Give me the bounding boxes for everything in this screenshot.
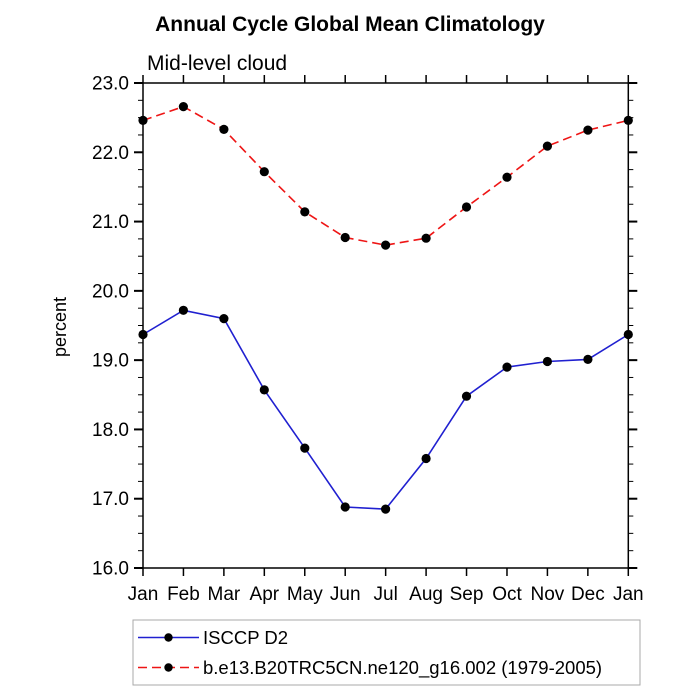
data-point-s1-Jun [340,232,350,243]
data-point-s0-Sep [461,391,472,401]
data-point-s1-Aug [421,233,431,243]
data-point-s0-Oct [502,362,512,372]
x-axis-tick-label: Apr [250,584,280,605]
x-axis-tick-label: Jul [374,584,398,605]
data-point-s0-Jun [340,502,350,512]
plot-area: 16.0 17.0 18.0 19.0 20.0 21.0 22.0 23.0 Jan Feb Ma… [92,74,644,686]
y-axis-title: percent [50,297,70,357]
y-axis-tick-label: 19.0 [92,351,129,372]
y-axis-tick-label: 20.0 [92,281,129,302]
data-point-s1-Apr [259,167,269,177]
data-point-s0-Jan [138,329,148,340]
data-point-s0-Mar [219,314,229,324]
x-axis-tick-label: Nov [531,584,565,605]
data-point-s0-May [300,443,310,453]
legend-marker [164,633,173,642]
plot-frame [142,82,630,569]
legend-label: ISCCP D2 [203,627,288,648]
series-line-1 [142,105,629,246]
x-axis-tick-label: Jun [330,584,361,605]
data-point-s0-Jul [381,504,391,514]
y-axis-tick-label: 23.0 [92,74,129,95]
data-point-s0-Dec [583,354,593,364]
series-line-0 [142,309,629,510]
y-axis-tick-label: 21.0 [92,212,129,233]
x-axis-tick-label: Feb [167,584,200,605]
data-point-s1-Jan [138,115,148,125]
y-axis-tick-label: 17.0 [92,489,129,510]
x-axis-tick-label: Oct [492,584,522,605]
y-axis-tick-label: 16.0 [92,559,129,580]
y-axis-tick-label: 18.0 [92,420,129,441]
data-point-s1-Mar [219,124,229,134]
legend-marker [164,663,173,672]
x-axis-tick-label: May [287,584,323,605]
x-axis-tick-label: Jan [128,584,159,605]
chart-title: Annual Cycle Global Mean Climatology [155,13,545,36]
data-point-s0-Aug [421,453,431,464]
data-point-s1-May [300,207,310,217]
data-point-s0-Jan [623,329,633,340]
data-point-s1-Jan [623,115,633,125]
data-point-s0-Apr [259,385,269,395]
legend-label: b.e13.B20TRC5CN.ne120_g16.002 (1979-2005… [203,657,602,679]
y-axis-tick-label: 22.0 [92,143,129,164]
x-axis-tick-label: Sep [450,584,484,605]
data-point-s1-Oct [502,172,512,182]
x-axis-tick-label: Mar [208,584,241,605]
legend-box [132,619,641,686]
chart-subtitle: Mid-level cloud [147,52,287,75]
data-point-s0-Feb [178,305,188,315]
x-axis-tick-label: Jan [613,584,644,605]
data-point-s1-Feb [178,102,188,112]
data-point-s1-Sep [461,202,472,212]
x-axis-tick-label: Dec [571,584,605,605]
x-axis-tick-label: Aug [409,584,443,605]
data-point-s0-Nov [542,356,553,367]
data-point-s1-Jul [381,240,391,250]
data-point-s1-Dec [583,125,593,135]
data-point-s1-Nov [542,141,553,151]
